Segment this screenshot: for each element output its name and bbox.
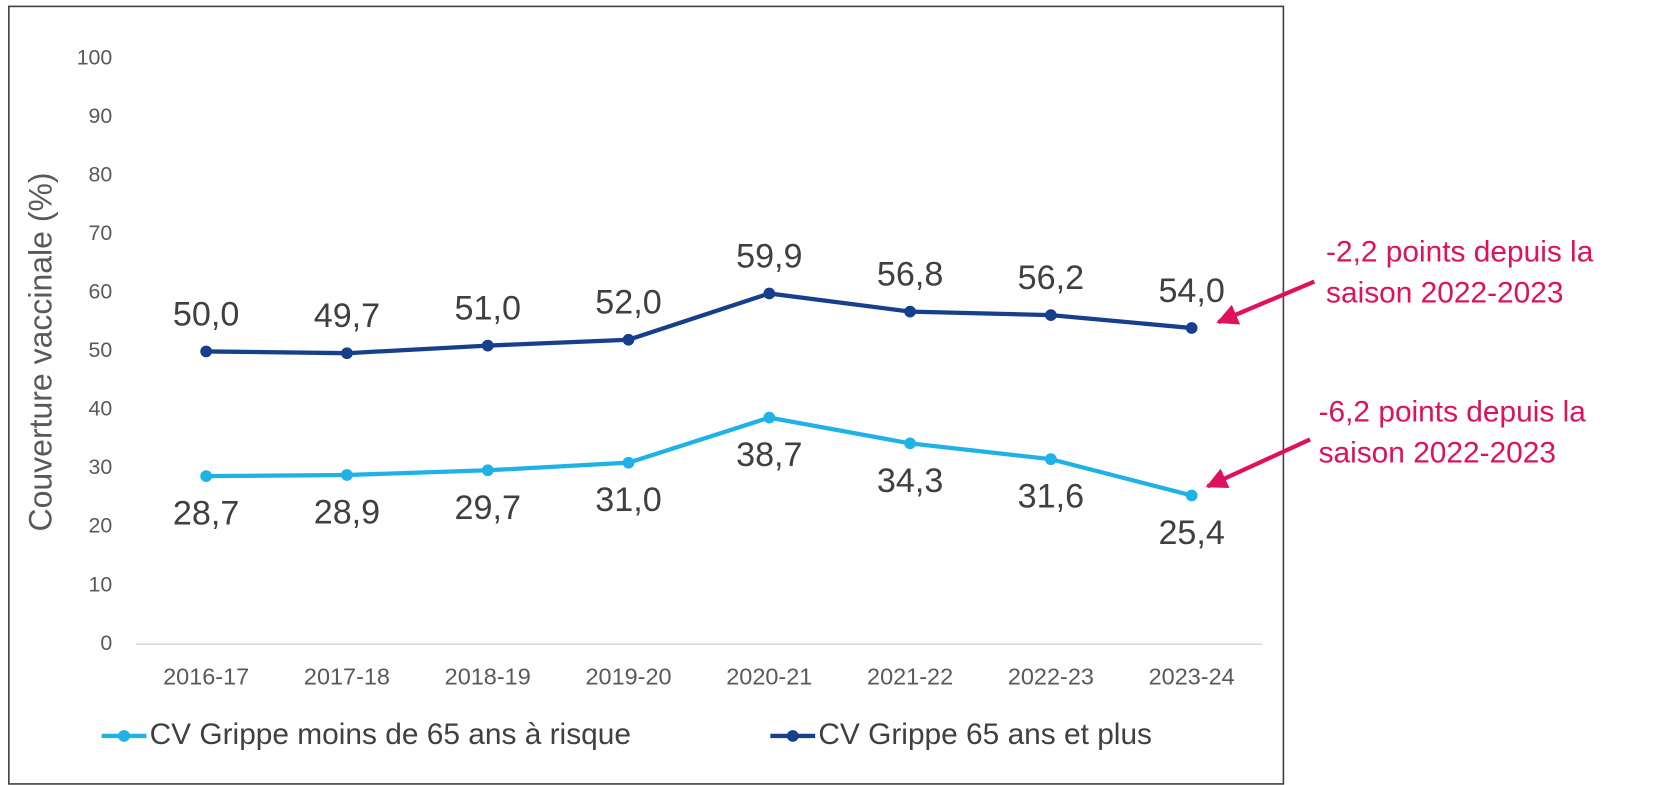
point	[481, 464, 494, 477]
data-label: 56,2	[1018, 259, 1084, 297]
y-tick-label: 40	[89, 397, 113, 421]
point	[341, 469, 353, 481]
point	[481, 339, 494, 352]
y-axis-label: Couverture vaccinale (%)	[22, 172, 58, 531]
data-label: 51,0	[455, 289, 521, 327]
series-line	[206, 415, 1193, 498]
annotation-arrow	[1205, 437, 1311, 489]
y-tick-label: 100	[77, 45, 113, 69]
data-label: 34,3	[877, 462, 943, 500]
data-label: 31,0	[595, 481, 661, 519]
data-label: 49,7	[314, 297, 380, 335]
chart-frame	[8, 5, 1285, 785]
y-tick-label: 50	[89, 338, 113, 362]
data-label: 50,0	[173, 295, 239, 333]
annotation-text: -2,2 points depuis la	[1326, 236, 1594, 269]
data-label: 29,7	[455, 489, 521, 527]
y-tick-label: 0	[100, 631, 112, 655]
point	[622, 456, 635, 469]
x-tick-label: 2018-19	[445, 664, 531, 690]
y-tick-label: 70	[89, 221, 113, 245]
data-label: 31,6	[1018, 478, 1084, 516]
data-label: 38,7	[736, 436, 802, 474]
x-tick-label: 2023-24	[1149, 664, 1235, 690]
point	[200, 345, 213, 358]
series-line	[206, 291, 1192, 356]
point	[622, 333, 635, 346]
legend-marker	[786, 730, 799, 742]
legend-marker	[118, 730, 130, 742]
point	[904, 437, 916, 450]
point	[904, 305, 916, 318]
legend-label: CV Grippe 65 ans et plus	[818, 718, 1152, 751]
data-label: 59,9	[736, 237, 802, 275]
annotation-text: -6,2 points depuis la	[1319, 396, 1587, 429]
data-label: 56,8	[877, 255, 943, 293]
x-tick-label: 2017-18	[304, 664, 390, 690]
point	[341, 347, 353, 360]
legend-label: CV Grippe moins de 65 ans à risque	[150, 718, 631, 751]
point	[1185, 322, 1198, 334]
point	[763, 411, 776, 424]
annotation-arrow	[1216, 279, 1316, 325]
annotation-text: saison 2022-2023	[1319, 436, 1556, 469]
data-label: 52,0	[595, 284, 661, 322]
y-tick-label: 20	[89, 514, 113, 538]
point	[1045, 309, 1057, 321]
data-label: 25,4	[1158, 514, 1224, 552]
point	[1185, 489, 1198, 502]
x-tick-label: 2022-23	[1008, 664, 1094, 690]
point	[200, 470, 213, 483]
x-tick-label: 2019-20	[585, 664, 671, 690]
x-tick-label: 2021-22	[867, 664, 953, 690]
annotation-text: saison 2022-2023	[1326, 276, 1563, 309]
data-label: 54,0	[1158, 272, 1224, 310]
y-tick-label: 90	[89, 104, 113, 128]
data-label: 28,9	[314, 493, 380, 531]
x-tick-label: 2016-17	[163, 664, 249, 690]
y-tick-label: 80	[89, 162, 113, 186]
point	[1045, 453, 1057, 466]
x-tick-label: 2020-21	[726, 664, 812, 690]
y-tick-label: 10	[89, 572, 113, 596]
y-tick-label: 30	[89, 455, 113, 479]
point	[763, 287, 776, 300]
data-label: 28,7	[173, 495, 239, 533]
y-tick-label: 60	[89, 280, 113, 304]
